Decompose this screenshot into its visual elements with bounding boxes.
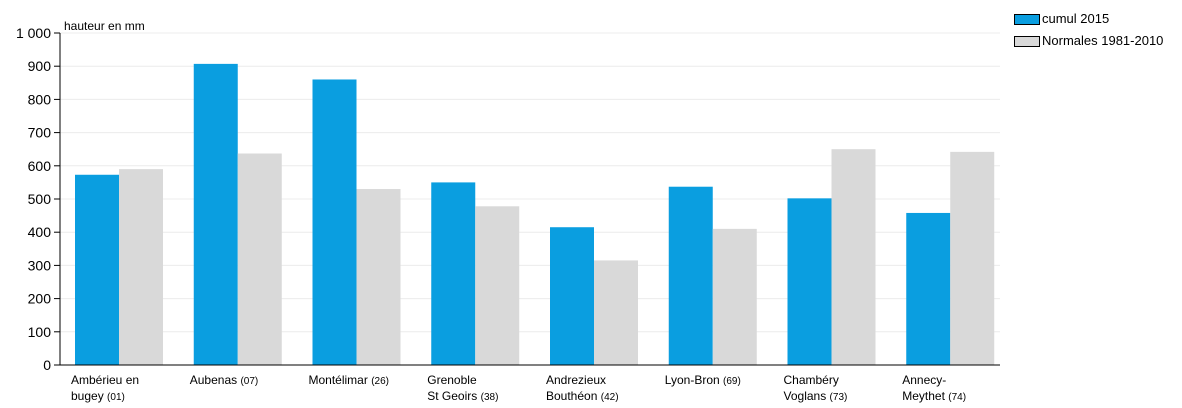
unit-label: hauteur en mm [64, 19, 145, 33]
x-tick-label-code: (69) [723, 376, 741, 387]
x-tick-label-line1: Ambérieu en [71, 372, 139, 388]
bar-normales-0 [119, 169, 163, 365]
bar-normales-5 [712, 228, 757, 365]
legend-label-cumul-2015: cumul 2015 [1042, 11, 1110, 26]
y-tick-label: 900 [28, 58, 52, 74]
x-tick-label-line2: Meythet (74) [902, 388, 966, 406]
x-tick-label: Grenoble St Geoirs (38) [427, 372, 498, 406]
x-tick-label-code: (38) [480, 392, 499, 403]
bar-cumul-2015-3 [431, 182, 476, 365]
x-tick-label: Andrezieux Bouthéon (42) [546, 372, 619, 406]
x-tick-label-name-2: Meythet [902, 389, 945, 403]
legend-label-normales: Normales 1981-2010 [1042, 33, 1164, 48]
x-tick-label-code: (74) [948, 392, 967, 403]
bar-normales-7 [950, 151, 995, 365]
bar-normales-4 [594, 260, 638, 365]
x-tick-label: Aubenas (07) [190, 372, 259, 390]
bar-cumul-2015-2 [312, 79, 357, 365]
x-tick-label-code: (01) [107, 392, 125, 403]
x-tick-label-line1: Grenoble [427, 372, 498, 388]
y-tick-label: 600 [28, 158, 52, 174]
bar-cumul-2015-0 [75, 174, 119, 365]
x-tick-label: Montélimar (26) [309, 372, 390, 390]
y-axis: 0 100 200 300 400 500 600 700 800 900 1 000 [16, 25, 1000, 373]
x-tick-label-code: (26) [371, 376, 389, 387]
x-tick-label-name-2: Voglans [783, 389, 827, 403]
x-tick-label: Ambérieu en bugey (01) [71, 372, 139, 406]
y-tick-label: 100 [28, 324, 52, 340]
x-tick-label-name: Montélimar [308, 373, 368, 387]
bar-normales-3 [475, 206, 520, 365]
legend-item-normales: Normales 1981-2010 [1014, 30, 1163, 52]
y-tick-label: 800 [28, 91, 52, 107]
x-tick-label-line2: Voglans (73) [784, 388, 848, 406]
x-tick-label-name: Annecy- [902, 373, 947, 387]
x-tick-label-code: (42) [600, 392, 619, 403]
x-tick-label-name: Chambéry [783, 373, 839, 387]
y-tick-label: 1 000 [16, 25, 51, 41]
bar-cumul-2015-5 [668, 186, 713, 365]
legend-swatch-normales [1014, 35, 1040, 47]
x-tick-label-line1: Andrezieux [546, 372, 619, 388]
bar-cumul-2015-4 [550, 227, 594, 365]
x-tick-label-name: Lyon-Bron [664, 373, 720, 387]
y-tick-label: 500 [28, 191, 52, 207]
legend-item-cumul-2015: cumul 2015 [1014, 8, 1163, 30]
x-tick-label-code: (73) [829, 392, 848, 403]
x-tick-label-line2: Bouthéon (42) [546, 388, 619, 406]
legend: cumul 2015 Normales 1981-2010 [1014, 8, 1163, 52]
bar-normales-2 [356, 189, 401, 365]
x-tick-label-name-2: Bouthéon [546, 389, 598, 403]
y-tick-label: 400 [28, 224, 52, 240]
legend-swatch-cumul-2015 [1014, 13, 1040, 25]
x-tick-label: Chambéry Voglans (73) [784, 372, 848, 406]
x-tick-label-name: Ambérieu en [71, 373, 140, 387]
x-tick-label-line1: Lyon-Bron (69) [665, 372, 741, 390]
x-tick-label-line1: Aubenas (07) [190, 372, 259, 390]
bar-cumul-2015-6 [787, 198, 832, 365]
x-tick-label-line2: bugey (01) [71, 388, 139, 406]
x-tick-label: Lyon-Bron (69) [665, 372, 741, 390]
x-tick-label-name-2: St Geoirs [427, 389, 478, 403]
x-tick-label-name: Grenoble [427, 373, 477, 387]
x-tick-label-line2: St Geoirs (38) [427, 388, 498, 406]
y-tick-label: 700 [28, 125, 52, 141]
bar-cumul-2015-1 [193, 63, 238, 365]
y-tick-label: 0 [43, 357, 51, 373]
x-tick-label-code: (07) [240, 376, 259, 387]
bars-group [75, 63, 995, 365]
x-tick-label-line1: Montélimar (26) [309, 372, 390, 390]
x-tick-label-line1: Chambéry [784, 372, 848, 388]
x-tick-label-name: Aubenas [189, 373, 238, 387]
x-tick-label-name-2: bugey [71, 389, 104, 403]
bar-normales-1 [237, 153, 282, 365]
bar-cumul-2015-7 [906, 212, 951, 365]
x-tick-label-name: Andrezieux [546, 373, 607, 387]
y-tick-label: 200 [28, 291, 52, 307]
y-tick-label: 300 [28, 257, 52, 273]
bar-normales-6 [831, 149, 876, 365]
x-tick-label-line1: Annecy- [902, 372, 966, 388]
x-tick-label: Annecy- Meythet (74) [902, 372, 966, 406]
